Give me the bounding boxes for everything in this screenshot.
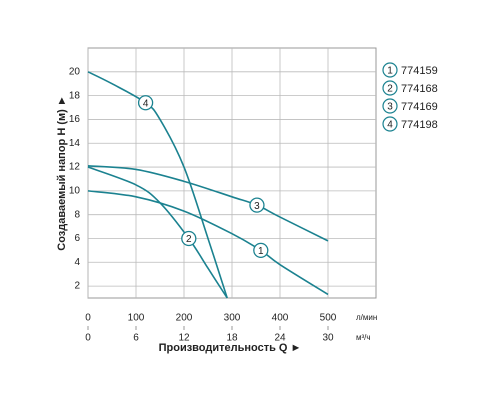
x-tick-label: 300 xyxy=(224,313,241,324)
legend-label: 774168 xyxy=(401,83,438,95)
y-tick-label: 12 xyxy=(69,162,81,173)
legend-label: 774169 xyxy=(401,101,438,113)
curve-marker xyxy=(181,230,197,247)
curve-marker-label: 1 xyxy=(258,246,264,257)
x-tick-label: 200 xyxy=(176,313,193,324)
y-tick-label: 20 xyxy=(69,66,81,77)
x2-tick-label: 18 xyxy=(226,333,238,344)
legend-marker-label: 2 xyxy=(387,84,393,95)
y-tick-label: 16 xyxy=(69,114,81,125)
curve-marker xyxy=(253,242,269,259)
legend-marker xyxy=(382,62,398,78)
legend-marker-label: 4 xyxy=(387,120,393,131)
y-axis-title: Создаваемый напор H (м) ► xyxy=(56,95,68,250)
y-tick-label: 10 xyxy=(69,185,81,196)
legend-marker-label: 1 xyxy=(387,66,393,77)
y-tick-label: 18 xyxy=(69,90,81,101)
x2-unit: м³/ч xyxy=(356,333,371,342)
legend-marker xyxy=(382,80,398,96)
x-tick-label: 500 xyxy=(320,313,337,324)
series-line xyxy=(87,165,329,242)
y-tick-label: 6 xyxy=(74,233,80,244)
series-line xyxy=(87,71,228,299)
curve-marker-label: 4 xyxy=(143,98,149,109)
curve-marker-label: 2 xyxy=(186,234,192,245)
x2-tick-label: 6 xyxy=(133,333,139,344)
x2-tick-label: 24 xyxy=(274,333,286,344)
x-tick-label: 400 xyxy=(272,313,289,324)
legend-marker xyxy=(382,116,398,132)
x-unit: л/мин xyxy=(356,313,377,322)
x2-tick-label: 12 xyxy=(178,333,190,344)
x-axis-title: Производительность Q ► xyxy=(159,342,302,354)
x-tick-label: 100 xyxy=(128,313,145,324)
x2-tick-label: 0 xyxy=(85,333,91,344)
legend-marker xyxy=(382,98,398,114)
series-line xyxy=(87,190,329,296)
legend-label: 774198 xyxy=(401,119,438,131)
series-line xyxy=(87,166,228,299)
legend-marker-label: 3 xyxy=(387,102,393,113)
y-tick-label: 8 xyxy=(74,209,80,220)
legend-label: 774159 xyxy=(401,65,438,77)
y-tick-label: 4 xyxy=(74,257,80,268)
x2-tick-label: 30 xyxy=(322,333,334,344)
curve-marker xyxy=(137,95,154,111)
curve-marker xyxy=(249,197,265,213)
y-tick-label: 14 xyxy=(69,138,81,149)
curve-marker-label: 3 xyxy=(254,201,260,212)
y-tick-label: 2 xyxy=(74,281,80,292)
x-tick-label: 0 xyxy=(85,313,91,324)
